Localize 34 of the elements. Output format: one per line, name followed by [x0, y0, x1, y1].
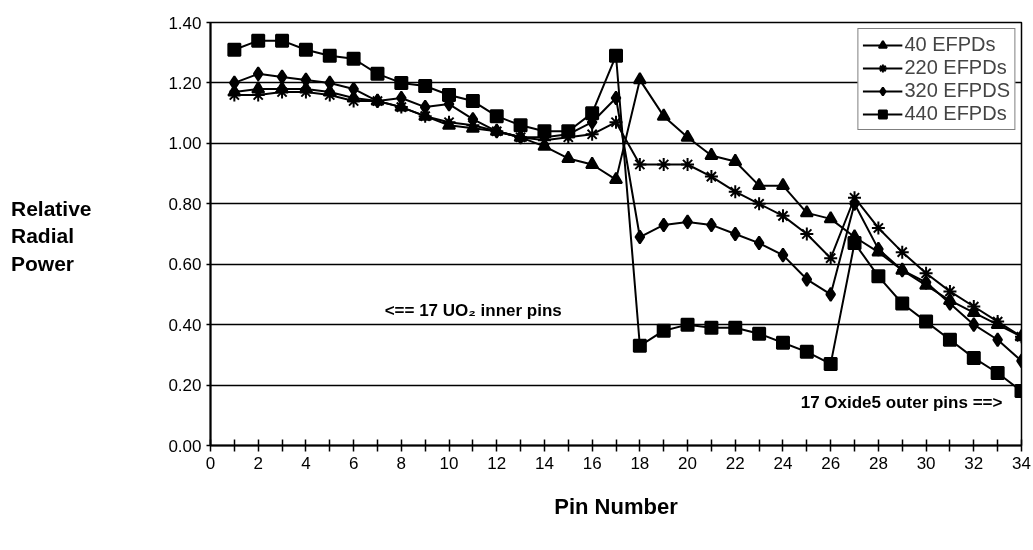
x-tick-label: 30: [916, 453, 936, 473]
x-tick-label: 24: [773, 453, 793, 473]
x-tick-label: 12: [487, 453, 507, 473]
annotation: 17 Oxide5 outer pins ==>: [800, 393, 1003, 413]
y-tick-label: 0.40: [168, 315, 202, 335]
x-tick-label: 18: [630, 453, 650, 473]
x-axis-title: Pin Number: [554, 493, 679, 519]
x-tick-label: 26: [821, 453, 841, 473]
x-tick-label: 28: [868, 453, 888, 473]
y-tick-label: 0.60: [168, 255, 202, 275]
y-tick-label: 1.00: [168, 134, 202, 154]
legend-label: 220 EFPDs: [904, 56, 1007, 79]
x-tick-label: 32: [964, 453, 984, 473]
y-tick-label: 1.20: [168, 73, 202, 93]
x-tick-label: 20: [678, 453, 698, 473]
x-tick-label: 22: [725, 453, 745, 473]
x-tick-label: 8: [396, 453, 407, 473]
legend-label: 40 EFPDs: [904, 33, 996, 56]
y-tick-label: 0.00: [168, 436, 202, 456]
x-tick-label: 4: [301, 453, 311, 473]
y-tick-label: 0.80: [168, 194, 202, 214]
x-tick-label: 2: [253, 453, 263, 473]
x-tick-label: 16: [582, 453, 602, 473]
y-axis-title: Relative Radial Power: [11, 196, 92, 277]
x-tick-label: 0: [205, 453, 216, 473]
y-tick-label: 0.20: [168, 376, 202, 396]
y-tick-label: 1.40: [168, 13, 202, 33]
legend-label: 440 EFPDs: [904, 102, 1007, 125]
x-tick-label: 14: [534, 453, 554, 473]
x-tick-label: 10: [439, 453, 459, 473]
legend-label: 320 EFPDS: [904, 79, 1010, 102]
annotation: <== 17 UO₂ inner pins: [384, 301, 562, 321]
x-tick-label: 34: [1012, 453, 1031, 473]
x-tick-label: 6: [348, 453, 359, 473]
